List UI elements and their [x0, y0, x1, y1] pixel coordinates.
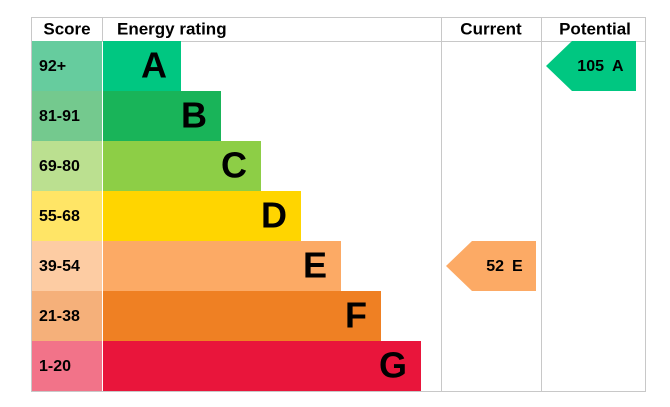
score-label: 21-38: [39, 308, 80, 325]
score-label: 81-91: [39, 108, 80, 125]
rating-bar: [103, 241, 341, 291]
score-label: 69-80: [39, 158, 80, 175]
rating-bar: [103, 141, 261, 191]
rating-bar: [103, 41, 181, 91]
rating-letter: G: [379, 345, 407, 386]
rating-letter: E: [303, 245, 327, 286]
current-arrow: [446, 241, 536, 291]
score-cell: [32, 91, 102, 141]
score-label: 55-68: [39, 208, 80, 225]
score-label: 39-54: [39, 258, 80, 275]
rating-letter: C: [221, 145, 247, 186]
rating-letter: A: [141, 45, 167, 86]
score-cell: [32, 291, 102, 341]
potential-rating: A: [612, 58, 624, 75]
current-rating: E: [512, 258, 523, 275]
frame: [31, 17, 646, 392]
rating-bar: [103, 291, 381, 341]
score-cell: [32, 141, 102, 191]
potential-arrow: [546, 41, 636, 91]
rating-letter: D: [261, 195, 287, 236]
score-cell: [32, 341, 102, 391]
rating-bar: [103, 191, 301, 241]
score-label: 92+: [39, 58, 66, 75]
rating-bar: [103, 341, 421, 391]
score-cell: [32, 191, 102, 241]
current-value: 52: [486, 258, 504, 275]
score-header: Score: [43, 19, 90, 38]
rating-letter: B: [181, 95, 207, 136]
score-cell: [32, 241, 102, 291]
rating-bar: [103, 91, 221, 141]
potential-value: 105: [577, 58, 604, 75]
potential-header: Potential: [559, 19, 631, 38]
current-header: Current: [460, 19, 522, 38]
rating-letter: F: [345, 295, 367, 336]
score-label: 1-20: [39, 358, 71, 375]
score-cell: [32, 41, 102, 91]
rating-header: Energy rating: [117, 19, 227, 38]
